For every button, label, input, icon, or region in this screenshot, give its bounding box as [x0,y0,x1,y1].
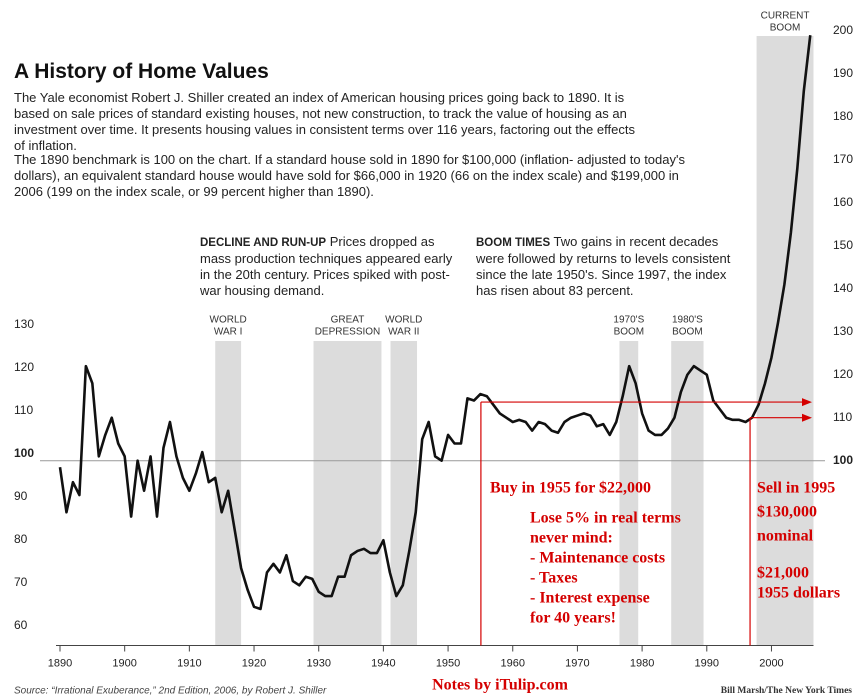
x-tick-label: 1910 [177,657,201,669]
x-tick-label: 1920 [242,657,266,669]
red-note: Sell in 1995 [757,480,835,497]
y-tick-label: 100 [14,446,34,460]
y2-tick-label: 150 [833,238,853,252]
intro: The 1890 benchmark is 100 on the chart. … [14,152,685,199]
x-tick-label: 1990 [695,657,719,669]
red-note: Lose 5% in real terms [530,510,681,527]
band-label: WAR I [214,327,243,338]
y-tick-label: 130 [14,317,34,331]
series-line [58,35,812,611]
band-label: WORLD [385,315,422,326]
band [313,341,382,646]
y2-tick-label: 140 [833,281,853,295]
y-tick-label: 120 [14,360,34,374]
band-label: 1980'S [672,315,703,326]
note: BOOM TIMES Two gains in recent decades w… [476,234,746,299]
y-tick-label: 70 [14,575,28,589]
x-tick-label: 2000 [759,657,783,669]
red-note: $21,000 [757,565,809,582]
x-tick-label: 1980 [630,657,654,669]
y2-tick-label: 180 [833,109,853,123]
band-label: CURRENT [761,11,810,22]
x-tick-label: 1940 [371,657,395,669]
arrow-head [802,398,812,407]
red-note: $130,000 [757,504,817,521]
y2-tick-label: 110 [833,410,852,424]
note-text: Two gains in recent decades were followe… [476,234,731,298]
byline: Bill Marsh/The New York Times [721,686,853,696]
red-note: - Maintenance costs [530,550,665,567]
red-note: never mind: [530,530,613,547]
y2-tick-label: 100 [833,453,853,467]
band [619,341,639,646]
intro: The Yale economist Robert J. Shiller cre… [14,90,635,153]
x-tick-label: 1930 [306,657,330,669]
y-tick-label: 110 [14,403,33,417]
y-tick-label: 90 [14,489,28,503]
y2-tick-label: 130 [833,324,853,338]
band-label: BOOM [770,23,801,34]
band [390,341,418,646]
source: Source: “Irrational Exuberance,” 2nd Edi… [14,686,327,697]
x-tick-label: 1900 [112,657,136,669]
red-credit: Notes by iTulip.com [432,677,569,694]
red-note: 1955 dollars [757,585,840,602]
band-label: WORLD [210,315,247,326]
band-label: BOOM [614,327,645,338]
y2-tick-label: 200 [833,23,853,37]
band [756,36,814,646]
red-note: for 40 years! [530,610,616,627]
y2-tick-label: 190 [833,66,853,80]
y2-tick-label: 160 [833,195,853,209]
y-tick-label: 60 [14,618,28,632]
band-label: BOOM [672,327,703,338]
arrow-head [802,413,812,422]
x-tick-label: 1970 [565,657,589,669]
x-tick-label: 1890 [48,657,72,669]
note: DECLINE AND RUN-UP Prices dropped as mas… [200,234,462,299]
red-note: - Interest expense [530,590,650,607]
x-tick-label: 1960 [501,657,525,669]
chart-title: A History of Home Values [14,60,269,83]
y-tick-label: 80 [14,532,28,546]
band-label: WAR II [388,327,419,338]
x-tick-label: 1950 [436,657,460,669]
y2-tick-label: 170 [833,152,853,166]
y2-tick-label: 120 [833,367,853,381]
band [671,341,704,646]
red-note: - Taxes [530,570,578,587]
note-text: Prices dropped as mass production techni… [200,234,453,298]
band-label: DEPRESSION [315,327,381,338]
note-heading: DECLINE AND RUN-UP [200,237,327,249]
red-note: Buy in 1955 for $22,000 [490,480,651,497]
band-label: 1970'S [613,315,644,326]
note-heading: BOOM TIMES [476,237,551,249]
band-label: GREAT [331,315,365,326]
red-note: nominal [757,528,814,545]
